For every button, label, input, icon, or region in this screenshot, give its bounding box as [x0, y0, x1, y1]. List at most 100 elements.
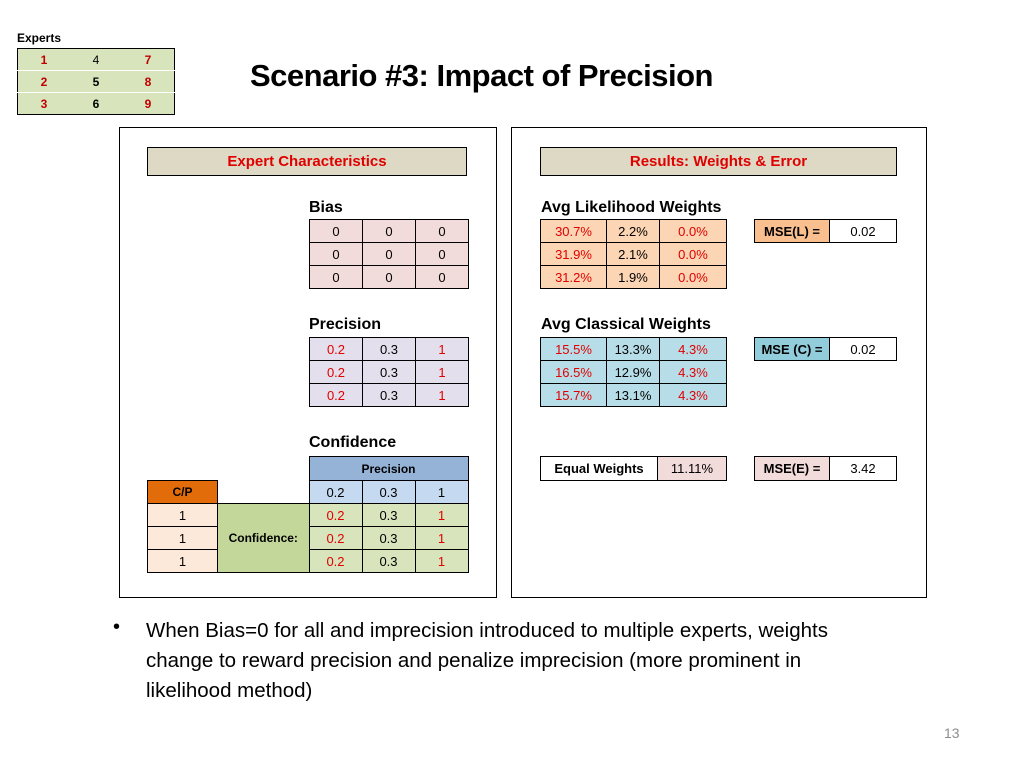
table-cell: 0.2	[308, 503, 363, 527]
bias-label: Bias	[309, 199, 343, 216]
mse-e-label: MSE(E) =	[754, 456, 830, 481]
classical-weights-table: 15.5% 13.3% 4.3% 16.5% 12.9% 4.3% 15.7% …	[540, 337, 727, 407]
table-cell: 15.5%	[540, 337, 607, 361]
table-cell: 1	[147, 503, 218, 527]
table-cell: 0.0%	[659, 265, 727, 289]
table-cell: 0.0%	[659, 242, 727, 266]
table-cell: 2.2%	[606, 219, 660, 243]
equal-weights-value: 11.11%	[657, 456, 727, 481]
table-row: 30.7% 2.2% 0.0%	[540, 219, 727, 243]
table-cell: 0	[309, 242, 363, 266]
table-cell: 9	[122, 92, 175, 115]
mse-classical: MSE (C) = 0.02	[754, 337, 897, 361]
table-cell: 4.3%	[659, 383, 727, 407]
table-cell: 0.2	[309, 337, 363, 361]
table-cell: 0.2	[309, 383, 363, 407]
table-row: C/P 0.2 0.3 1	[147, 480, 469, 504]
table-cell: 0.0%	[659, 219, 727, 243]
table-cell: 0	[309, 219, 363, 243]
table-row: 0.2 0.3 1	[309, 337, 469, 361]
table-cell: 1	[17, 48, 70, 71]
table-row: 0.2 0.3 1	[309, 383, 469, 407]
table-cell: 16.5%	[540, 360, 607, 384]
table-cell: 15.7%	[540, 383, 607, 407]
table-cell: 0	[362, 219, 416, 243]
table-cell: 30.7%	[540, 219, 607, 243]
table-cell: 0	[415, 242, 469, 266]
mse-l-value: 0.02	[829, 219, 897, 243]
table-cell: 0.2	[308, 526, 363, 550]
equal-weights-label: Equal Weights	[540, 456, 658, 481]
table-cell: 0	[415, 219, 469, 243]
table-cell: 8	[122, 70, 175, 93]
table-row: 3 6 9	[17, 92, 175, 115]
table-cell: 4.3%	[659, 337, 727, 361]
table-cell: 1	[147, 526, 218, 550]
table-row: 15.7% 13.1% 4.3%	[540, 383, 727, 407]
mse-likelihood: MSE(L) = 0.02	[754, 219, 897, 243]
table-cell: 4.3%	[659, 360, 727, 384]
table-cell: 31.2%	[540, 265, 607, 289]
table-cell: 3	[17, 92, 70, 115]
table-cell: 1	[415, 383, 469, 407]
table-cell: 0.3	[361, 503, 416, 527]
bullet-symbol: •	[113, 616, 121, 638]
table-row: 31.2% 1.9% 0.0%	[540, 265, 727, 289]
table-cell: 0	[309, 265, 363, 289]
table-row: MSE (C) = 0.02	[754, 337, 897, 361]
table-cell: 4	[70, 48, 122, 71]
bullet-text: When Bias=0 for all and imprecision intr…	[146, 619, 828, 702]
results-header: Results: Weights & Error	[540, 147, 897, 176]
mse-l-label: MSE(L) =	[754, 219, 830, 243]
table-cell: 1	[415, 337, 469, 361]
table-cell: 7	[122, 48, 175, 71]
page-title: Scenario #3: Impact of Precision	[250, 58, 713, 93]
table-row: MSE(L) = 0.02	[754, 219, 897, 243]
table-cell: 0.2	[308, 480, 363, 504]
table-cell: 0.3	[361, 526, 416, 550]
table-cell: 0.3	[361, 480, 416, 504]
table-cell: 0.3	[361, 549, 416, 573]
table-cell: 0.2	[309, 360, 363, 384]
table-cell: 0.3	[362, 383, 416, 407]
mse-c-label: MSE (C) =	[754, 337, 830, 361]
equal-weights-table: Equal Weights 11.11%	[540, 456, 727, 481]
experts-label: Experts	[17, 31, 62, 45]
table-cell: 1	[414, 526, 469, 550]
table-cell: 2.1%	[606, 242, 660, 266]
experts-table: 1 4 7 2 5 8 3 6 9	[17, 48, 175, 115]
table-cell: 0.3	[362, 337, 416, 361]
table-cell: 5	[70, 70, 122, 93]
table-row: MSE(E) = 3.42	[754, 456, 897, 481]
table-cell: 0.2	[308, 549, 363, 573]
expert-characteristics-header: Expert Characteristics	[147, 147, 467, 176]
table-row: 1 0.2 0.3 1	[147, 549, 469, 573]
confidence-label: Confidence	[309, 434, 397, 451]
table-row: 0.2 0.3 1	[309, 360, 469, 384]
likelihood-label: Avg Likelihood Weights	[541, 199, 722, 216]
cp-header: C/P	[147, 480, 218, 504]
table-row: Precision	[148, 456, 469, 481]
table-row: 2 5 8	[17, 70, 175, 93]
table-cell: 13.1%	[606, 383, 660, 407]
classical-label: Avg Classical Weights	[541, 316, 711, 333]
table-row: 1 0.2 0.3 1	[147, 526, 469, 550]
table-row: 16.5% 12.9% 4.3%	[540, 360, 727, 384]
mse-e-value: 3.42	[829, 456, 897, 481]
table-cell: 1	[415, 360, 469, 384]
table-cell: 0.3	[362, 360, 416, 384]
table-row: 1 Confidence: 0.2 0.3 1	[147, 503, 469, 573]
table-cell: 1	[147, 549, 218, 573]
confidence-precision-header: Precision	[308, 456, 469, 481]
table-cell: 6	[70, 92, 122, 115]
table-row: Equal Weights 11.11%	[540, 456, 727, 481]
table-cell: 12.9%	[606, 360, 660, 384]
table-row: 15.5% 13.3% 4.3%	[540, 337, 727, 361]
table-row: 1 4 7	[17, 48, 175, 71]
table-cell: 13.3%	[606, 337, 660, 361]
table-row: 0 0 0	[309, 242, 469, 266]
mse-equal: MSE(E) = 3.42	[754, 456, 897, 481]
table-cell: 31.9%	[540, 242, 607, 266]
bias-table: 0 0 0 0 0 0 0 0 0	[309, 219, 469, 289]
table-row: 0 0 0	[309, 219, 469, 243]
